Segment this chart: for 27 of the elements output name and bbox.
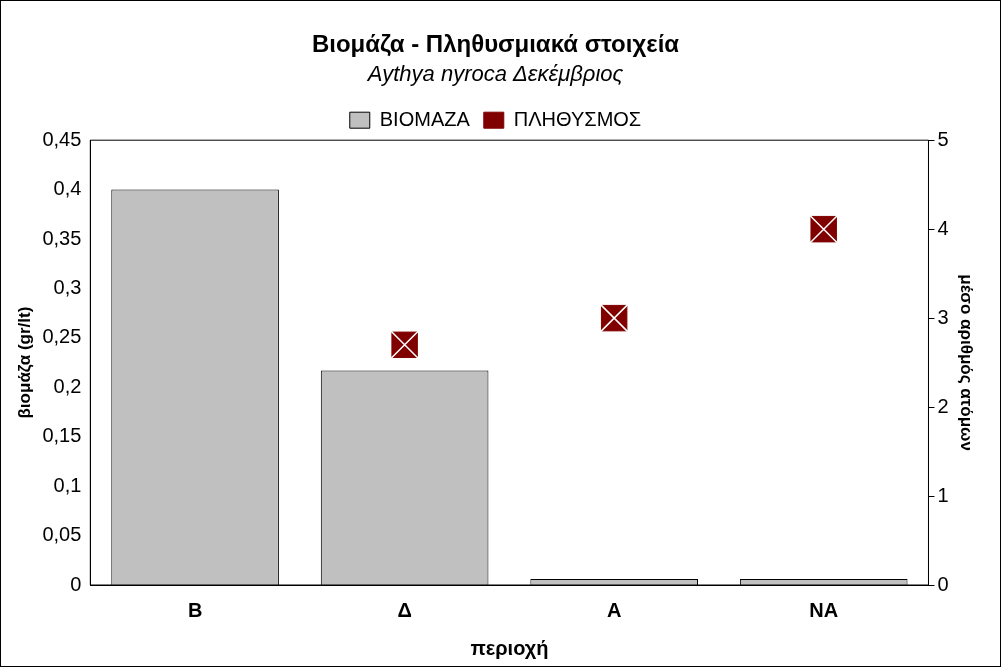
y-axis-title: βιομάζα (gr/lt) bbox=[14, 306, 34, 419]
chart-title: Βιομάζα - Πληθυσμιακά στοιχεία bbox=[311, 30, 680, 58]
y2-tick-label: 1 bbox=[937, 483, 949, 506]
y-tick-label: 0 bbox=[70, 572, 82, 595]
y2-tick-label: 2 bbox=[937, 394, 949, 417]
y-tick-label: 0,05 bbox=[42, 523, 82, 546]
y-tick-label: 0,1 bbox=[53, 473, 82, 496]
chart-subtitle: Aythya nyroca Δεκέμβριος bbox=[365, 61, 624, 87]
y2-axis-title: μέσο αριθμός ατόμων bbox=[957, 274, 977, 451]
x-tick-label: ΝΑ bbox=[809, 598, 839, 621]
y2-tick-label: 0 bbox=[937, 572, 949, 595]
y-tick-label: 0,2 bbox=[53, 374, 82, 397]
x-axis-title: περιοχή bbox=[470, 636, 549, 659]
y-tick-label: 0,15 bbox=[42, 424, 82, 447]
y-tick-label: 0,25 bbox=[42, 325, 82, 348]
y-tick-label: 0,3 bbox=[53, 275, 82, 298]
legend-label: ΠΛΗΘΥΣΜΟΣ bbox=[513, 107, 642, 130]
y-tick-label: 0,35 bbox=[42, 226, 82, 249]
y2-tick-label: 3 bbox=[937, 305, 949, 328]
x-tick-label: Α bbox=[606, 598, 622, 621]
legend-label: ΒΙΟΜΑΖΑ bbox=[379, 107, 471, 130]
x-tick-label: Δ bbox=[397, 598, 412, 621]
y-tick-label: 0,45 bbox=[42, 127, 82, 150]
y2-tick-label: 4 bbox=[937, 216, 949, 239]
y2-tick-label: 5 bbox=[937, 127, 949, 150]
x-tick-label: Β bbox=[187, 598, 203, 621]
y-tick-label: 0,4 bbox=[53, 177, 82, 200]
